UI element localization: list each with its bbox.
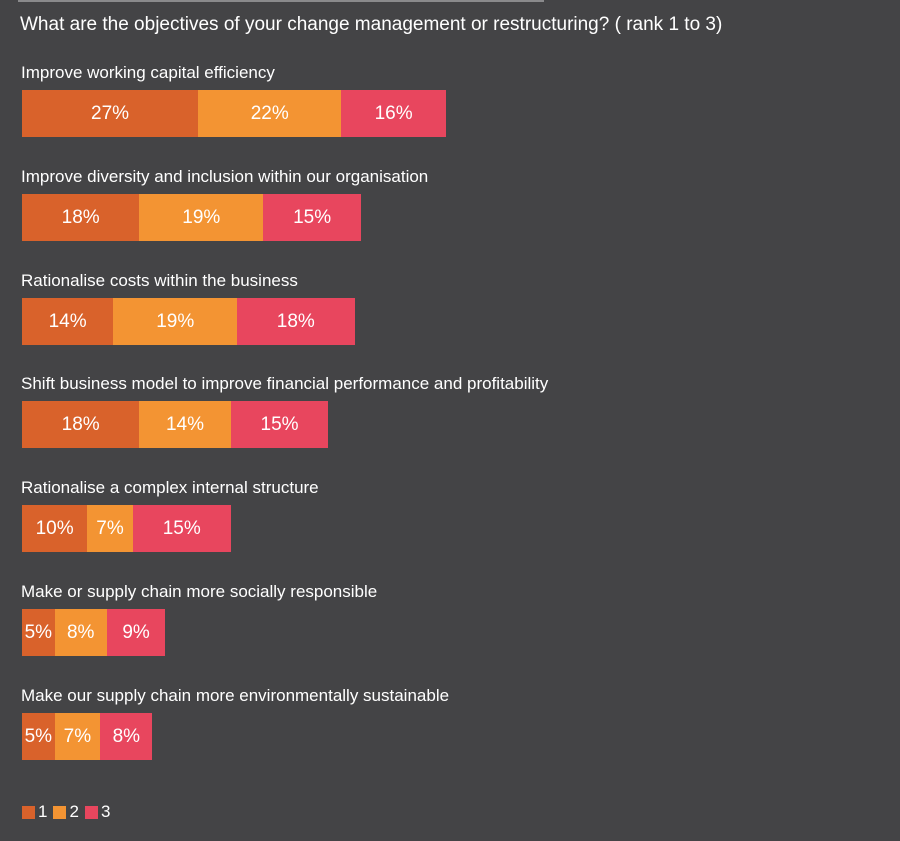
bar-segment-rank-3: 15%	[230, 401, 329, 448]
data-label: 7%	[63, 725, 92, 747]
bar-segment-rank-3: 15%	[263, 194, 362, 241]
bar-row: 27% 22% 16%	[22, 90, 446, 137]
data-label: 15%	[293, 206, 332, 228]
data-label: 5%	[24, 621, 53, 643]
data-label: 10%	[35, 517, 74, 539]
bar-segment-rank-1: 27%	[22, 90, 199, 137]
data-label: 14%	[165, 413, 204, 435]
data-label: 8%	[112, 725, 141, 747]
bar-row: 5% 7% 8%	[22, 713, 153, 760]
bar-row: 14% 19% 18%	[22, 298, 355, 345]
bar-row: 18% 14% 15%	[22, 401, 329, 448]
bar-row: 10% 7% 15%	[22, 505, 231, 552]
data-label: 18%	[61, 206, 100, 228]
category-label: Improve working capital efficiency	[21, 63, 275, 82]
bar-segment-rank-1: 18%	[22, 401, 140, 448]
bar-segment-rank-2: 19%	[113, 298, 238, 345]
bar-row: 18% 19% 15%	[22, 194, 362, 241]
data-label: 15%	[260, 413, 299, 435]
data-label: 14%	[48, 310, 87, 332]
legend-label: 1	[38, 802, 48, 821]
bar-segment-rank-3: 18%	[237, 298, 355, 345]
bar-segment-rank-2: 8%	[54, 609, 107, 656]
bar-segment-rank-2: 7%	[87, 505, 133, 552]
data-label: 27%	[91, 102, 130, 124]
bar-segment-rank-3: 8%	[100, 713, 153, 760]
bar-segment-rank-1: 18%	[22, 194, 140, 241]
data-label: 9%	[122, 621, 150, 643]
bar-segment-rank-1: 5%	[22, 713, 55, 760]
top-divider	[18, 0, 544, 2]
bar-segment-rank-2: 19%	[139, 194, 264, 241]
legend-item-rank-3: 3	[84, 802, 111, 822]
data-label: 19%	[182, 206, 221, 228]
bar-segment-rank-3: 9%	[106, 609, 166, 656]
bar-segment-rank-2: 22%	[198, 90, 342, 137]
bar-segment-rank-1: 14%	[22, 298, 114, 345]
data-label: 15%	[162, 517, 201, 539]
category-label: Improve diversity and inclusion within o…	[21, 167, 429, 186]
legend-label: 3	[100, 802, 111, 821]
bar-segment-rank-1: 5%	[22, 609, 55, 656]
data-label: 16%	[374, 102, 413, 124]
bar-segment-rank-2: 14%	[139, 401, 231, 448]
data-label: 18%	[276, 310, 315, 332]
legend-swatch	[84, 805, 98, 819]
category-label: Shift business model to improve financia…	[21, 374, 549, 393]
data-label: 22%	[250, 102, 289, 124]
category-label: Rationalise costs within the business	[21, 271, 298, 290]
data-label: 19%	[156, 310, 195, 332]
bar-segment-rank-3: 15%	[132, 505, 231, 552]
bar-row: 5% 8% 9%	[22, 609, 166, 656]
category-label: Rationalise a complex internal structure	[21, 478, 319, 497]
legend-swatch	[22, 805, 35, 819]
bar-segment-rank-3: 16%	[341, 90, 446, 137]
legend-swatch	[53, 805, 67, 819]
data-label: 5%	[24, 725, 53, 747]
legend-item-rank-2: 2	[53, 802, 79, 822]
bar-segment-rank-1: 10%	[22, 505, 88, 552]
legend-item-rank-1: 1	[22, 802, 47, 822]
legend-label: 2	[69, 802, 79, 821]
chart-title: What are the objectives of your change m…	[20, 14, 723, 35]
data-label: 8%	[66, 621, 95, 643]
data-label: 18%	[61, 413, 100, 435]
category-label: Make or supply chain more socially respo…	[21, 582, 378, 601]
bar-segment-rank-2: 7%	[54, 713, 101, 760]
legend: 1 2 3	[22, 802, 116, 822]
data-label: 7%	[96, 517, 124, 539]
category-label: Make our supply chain more environmental…	[21, 686, 450, 705]
